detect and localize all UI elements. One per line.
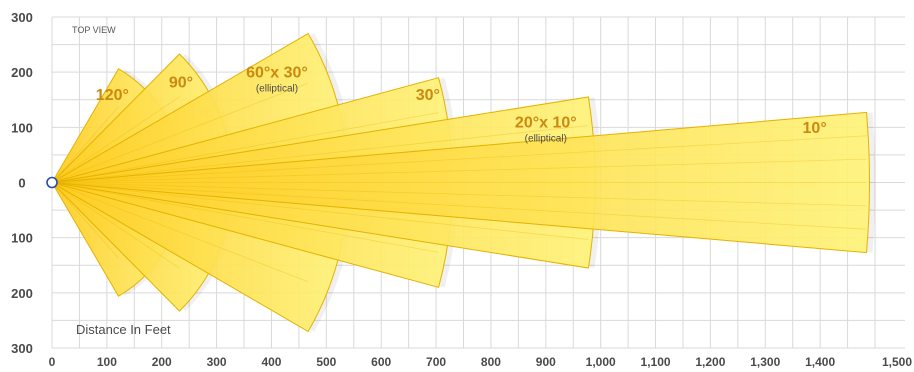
beam-ray bbox=[51, 33, 309, 183]
top-view-label: TOP VIEW bbox=[72, 25, 116, 35]
x-tick-label: 200 bbox=[152, 355, 172, 369]
x-tick-label: 700 bbox=[426, 355, 446, 369]
beam-ray bbox=[51, 96, 180, 183]
beam-ray bbox=[51, 182, 439, 288]
beam-label: 60°x 30° bbox=[246, 65, 308, 82]
y-tick-label: 100 bbox=[11, 120, 33, 135]
axis-ticks: 300 200 100 0 100 200 300 0 100 200 300 400 500 600 70… bbox=[11, 10, 912, 369]
beam-ray bbox=[51, 182, 119, 259]
x-tick-label: 1,300 bbox=[750, 355, 780, 369]
beam-ray bbox=[51, 182, 867, 207]
beam-6 bbox=[51, 111, 876, 254]
beam-ray bbox=[51, 182, 309, 332]
x-tick-label: 900 bbox=[536, 355, 556, 369]
beam-label: 30° bbox=[416, 87, 440, 104]
beam-ray bbox=[51, 135, 867, 183]
beam-ray bbox=[51, 53, 180, 183]
beam-ray bbox=[51, 182, 180, 312]
beam-ray bbox=[51, 182, 589, 240]
x-tick-label: 1,100 bbox=[641, 355, 671, 369]
x-tick-label: 300 bbox=[207, 355, 227, 369]
distance-axis-note: Distance In Feet bbox=[76, 322, 171, 337]
beam-layer: 120° 90° 60°x 30° (elliptical) 30° 20°x 10° (e… bbox=[50, 32, 876, 333]
beam-ray bbox=[51, 125, 589, 183]
y-tick-label: 300 bbox=[11, 341, 33, 356]
beam-ray bbox=[51, 182, 309, 283]
beam-sublabel: (elliptical) bbox=[525, 133, 567, 144]
x-tick-label: 1,400 bbox=[805, 355, 835, 369]
x-tick-label: 600 bbox=[371, 355, 391, 369]
x-tick-label: 1,000 bbox=[586, 355, 616, 369]
beam-shape bbox=[51, 111, 871, 254]
x-tick-label: 800 bbox=[481, 355, 501, 369]
y-tick-label: 300 bbox=[11, 10, 33, 25]
origin-marker bbox=[46, 176, 58, 189]
beam-ray bbox=[51, 82, 309, 183]
beam-ray bbox=[51, 158, 867, 183]
x-tick-label: 100 bbox=[97, 355, 117, 369]
beam-ray bbox=[51, 182, 180, 269]
beam-label: 20°x 10° bbox=[515, 114, 577, 131]
x-tick-label: 1,200 bbox=[695, 355, 725, 369]
beam-ray bbox=[51, 96, 589, 183]
beam-ray bbox=[51, 182, 119, 297]
y-tick-label: 200 bbox=[11, 65, 33, 80]
beam-ray bbox=[51, 182, 867, 253]
beam-ray bbox=[51, 112, 867, 183]
beam-ray bbox=[51, 182, 439, 253]
x-tick-label: 0 bbox=[49, 355, 56, 369]
beam-ray bbox=[51, 112, 439, 183]
beam-ray bbox=[51, 182, 867, 230]
y-tick-label: 200 bbox=[11, 286, 33, 301]
beam-label: 90° bbox=[169, 75, 193, 92]
beam-ray bbox=[51, 77, 439, 183]
x-tick-label: 1,500 bbox=[882, 355, 912, 369]
x-tick-label: 400 bbox=[261, 355, 281, 369]
beam-sublabel: (elliptical) bbox=[256, 84, 298, 95]
x-tick-label: 500 bbox=[316, 355, 336, 369]
beam-label: 120° bbox=[96, 87, 129, 104]
beam-ray bbox=[51, 68, 119, 183]
beam-ray bbox=[51, 182, 589, 269]
beam-label: 10° bbox=[803, 120, 827, 137]
y-tick-label: 0 bbox=[18, 176, 25, 191]
beam-ray bbox=[51, 106, 119, 183]
y-tick-label: 100 bbox=[11, 231, 33, 246]
